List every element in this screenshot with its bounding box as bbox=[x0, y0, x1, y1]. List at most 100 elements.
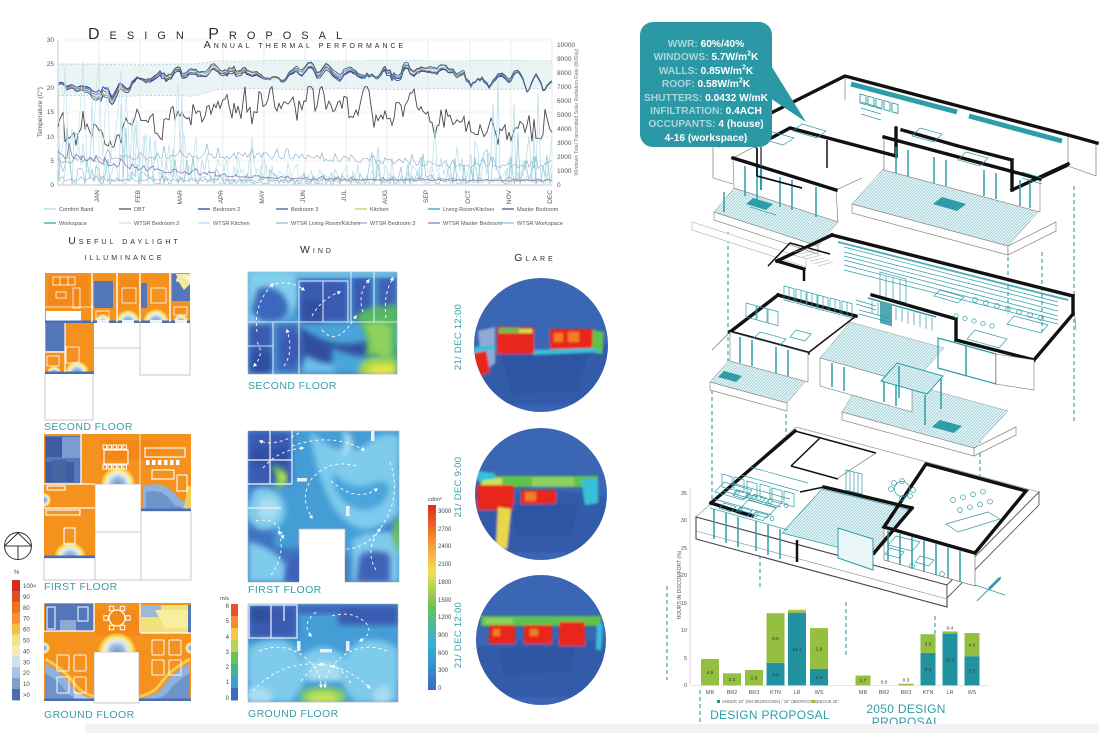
svg-text:6000: 6000 bbox=[557, 98, 572, 105]
svg-text:35: 35 bbox=[681, 491, 687, 497]
svg-text:4.3: 4.3 bbox=[969, 642, 976, 648]
svg-text:0.3: 0.3 bbox=[903, 678, 910, 684]
svg-text:BR2: BR2 bbox=[879, 690, 890, 696]
svg-text:Bedroom 3: Bedroom 3 bbox=[291, 207, 318, 213]
svg-text:KTN: KTN bbox=[923, 690, 934, 696]
svg-text:Living Room/Kitchen: Living Room/Kitchen bbox=[443, 207, 494, 213]
svg-text:WTSR Bedroom 2: WTSR Bedroom 2 bbox=[134, 221, 179, 227]
svg-text:cd/m²: cd/m² bbox=[428, 497, 442, 503]
svg-text:5: 5 bbox=[226, 619, 230, 625]
svg-text:0: 0 bbox=[557, 182, 561, 189]
svg-text:5: 5 bbox=[684, 656, 687, 662]
svg-text:>0: >0 bbox=[23, 693, 31, 699]
svg-text:FEB: FEB bbox=[135, 190, 142, 203]
svg-text:2050 DESIGN: 2050 DESIGN bbox=[866, 702, 945, 716]
svg-text:DESIGN PROPOSAL: DESIGN PROPOSAL bbox=[710, 708, 830, 722]
svg-text:WS: WS bbox=[815, 690, 824, 696]
svg-text:DBT: DBT bbox=[134, 207, 146, 213]
svg-text:UNDER 19° (NO BEDROOMS) / 18°: UNDER 19° (NO BEDROOMS) / 18° (BEDROOMS) bbox=[722, 699, 819, 704]
svg-text:1500: 1500 bbox=[438, 598, 452, 604]
svg-text:2400: 2400 bbox=[438, 544, 452, 550]
svg-text:50: 50 bbox=[23, 639, 30, 645]
svg-text:0: 0 bbox=[438, 686, 442, 692]
svg-text:KTN: KTN bbox=[770, 690, 781, 696]
svg-text:3.3: 3.3 bbox=[816, 675, 823, 681]
svg-text:40: 40 bbox=[23, 649, 30, 655]
svg-text:APR: APR bbox=[218, 190, 225, 204]
svg-text:Comfort Band: Comfort Band bbox=[59, 207, 94, 213]
svg-text:Temperature (C°): Temperature (C°) bbox=[36, 87, 44, 137]
svg-text:6: 6 bbox=[226, 604, 230, 610]
svg-text:ABOVE 25°: ABOVE 25° bbox=[817, 699, 839, 704]
svg-text:25: 25 bbox=[681, 546, 687, 552]
svg-text:9.6: 9.6 bbox=[772, 636, 779, 642]
svg-text:0.4: 0.4 bbox=[947, 625, 954, 631]
svg-text:AUG: AUG bbox=[382, 190, 389, 204]
svg-text:900: 900 bbox=[438, 633, 449, 639]
svg-text:5: 5 bbox=[50, 158, 54, 165]
svg-text:4000: 4000 bbox=[557, 126, 572, 133]
svg-text:2.8: 2.8 bbox=[751, 676, 758, 682]
svg-text:10000: 10000 bbox=[557, 42, 575, 49]
svg-text:2.3: 2.3 bbox=[729, 677, 736, 683]
svg-text:2000: 2000 bbox=[557, 154, 572, 161]
svg-text:1800: 1800 bbox=[438, 580, 452, 586]
svg-text:20: 20 bbox=[47, 85, 55, 92]
svg-text:3.0: 3.0 bbox=[925, 641, 932, 647]
svg-text:DEC: DEC bbox=[547, 190, 554, 204]
svg-text:OCT: OCT bbox=[465, 190, 472, 204]
svg-text:3: 3 bbox=[226, 650, 230, 656]
svg-text:600: 600 bbox=[438, 651, 449, 657]
svg-text:20: 20 bbox=[681, 573, 687, 579]
svg-text:Master Bedroom: Master Bedroom bbox=[517, 207, 559, 213]
svg-text:30: 30 bbox=[23, 660, 30, 666]
svg-text:1200: 1200 bbox=[438, 615, 452, 621]
svg-text:2.9: 2.9 bbox=[816, 646, 823, 652]
svg-text:25: 25 bbox=[47, 61, 55, 68]
svg-text:Windows Total Transmitted Sola: Windows Total Transmitted Solar Radiatio… bbox=[574, 48, 580, 175]
svg-text:WS: WS bbox=[968, 690, 977, 696]
svg-text:MAR: MAR bbox=[177, 190, 184, 205]
svg-text:7000: 7000 bbox=[557, 84, 572, 91]
svg-text:HOURS IN DISCOMFORT (%): HOURS IN DISCOMFORT (%) bbox=[677, 550, 683, 619]
svg-text:21/ DEC 9:00: 21/ DEC 9:00 bbox=[453, 457, 464, 518]
svg-text:30: 30 bbox=[47, 37, 55, 44]
svg-text:15: 15 bbox=[47, 109, 55, 116]
svg-text:NOV: NOV bbox=[506, 189, 513, 204]
svg-text:3000: 3000 bbox=[557, 140, 572, 147]
svg-text:MAY: MAY bbox=[259, 189, 266, 203]
svg-text:SEP: SEP bbox=[423, 190, 430, 203]
svg-text:1.7: 1.7 bbox=[860, 678, 867, 684]
svg-text:3000: 3000 bbox=[438, 509, 452, 515]
svg-text:1: 1 bbox=[226, 680, 230, 686]
svg-text:60: 60 bbox=[23, 628, 30, 634]
svg-text:0: 0 bbox=[684, 683, 687, 689]
svg-text:21/ DEC 12:00: 21/ DEC 12:00 bbox=[453, 304, 464, 370]
svg-text:MB: MB bbox=[706, 690, 715, 696]
svg-text:WTSR Living Room/Kitchen: WTSR Living Room/Kitchen bbox=[291, 221, 360, 227]
svg-text:Annual thermal performance: Annual thermal performance bbox=[204, 39, 406, 51]
svg-text:300: 300 bbox=[438, 668, 449, 674]
svg-text:BR3: BR3 bbox=[901, 690, 912, 696]
svg-text:0: 0 bbox=[226, 696, 230, 702]
svg-text:%: % bbox=[14, 570, 20, 576]
svg-text:10.2: 10.2 bbox=[945, 657, 955, 663]
svg-text:Workspace: Workspace bbox=[59, 221, 87, 227]
svg-text:LR: LR bbox=[946, 690, 953, 696]
svg-text:30: 30 bbox=[681, 518, 687, 524]
svg-text:MB: MB bbox=[859, 690, 868, 696]
svg-text:90: 90 bbox=[23, 595, 30, 601]
svg-text:2700: 2700 bbox=[438, 527, 452, 533]
svg-text:21/ DEC 12:00: 21/ DEC 12:00 bbox=[453, 602, 464, 668]
svg-text:4.9: 4.9 bbox=[707, 670, 714, 676]
svg-text:Kitchen: Kitchen bbox=[370, 207, 389, 213]
svg-text:JUN: JUN bbox=[300, 190, 307, 203]
svg-text:100<: 100< bbox=[23, 584, 37, 590]
svg-text:0: 0 bbox=[50, 182, 54, 189]
svg-text:WTSR Bedroom 3: WTSR Bedroom 3 bbox=[370, 221, 415, 227]
svg-text:8000: 8000 bbox=[557, 70, 572, 77]
svg-text:9000: 9000 bbox=[557, 56, 572, 63]
svg-text:1000: 1000 bbox=[557, 168, 572, 175]
svg-text:6.3: 6.3 bbox=[925, 667, 932, 673]
svg-text:5000: 5000 bbox=[557, 112, 572, 119]
